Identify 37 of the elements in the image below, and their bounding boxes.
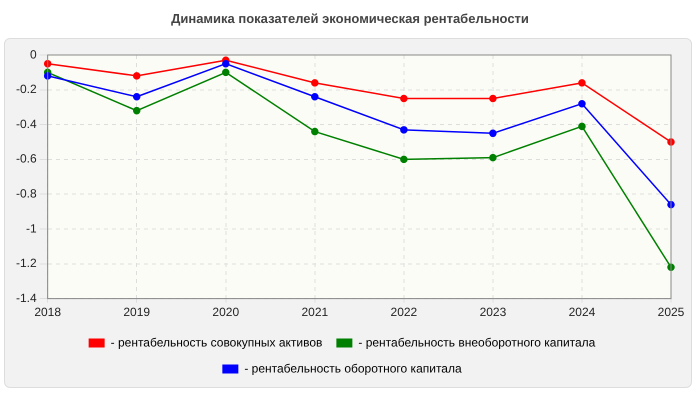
point [400, 126, 408, 134]
y-tick-label: -0.4 [16, 116, 37, 131]
point [132, 93, 140, 101]
point [222, 68, 230, 76]
point [489, 130, 497, 138]
point [578, 122, 586, 130]
point [578, 79, 586, 87]
x-tick-label: 2025 [658, 305, 685, 320]
point [489, 154, 497, 162]
x-tick-label: 2022 [390, 305, 418, 320]
legend-label: - рентабельность совокупных активов [110, 335, 322, 350]
point [489, 94, 497, 102]
point [222, 60, 230, 68]
point [400, 94, 408, 102]
y-tick-label: 0 [30, 47, 37, 62]
point [578, 100, 586, 108]
x-tick-label: 2020 [212, 305, 240, 320]
y-tick-label: -1.4 [16, 290, 37, 305]
y-tick-label: -0.2 [16, 82, 37, 96]
x-tick-label: 2021 [301, 305, 328, 320]
x-tick-label: 2023 [480, 305, 507, 320]
chart-title: Динамика показателей экономическая рентабельности [170, 11, 530, 26]
y-tick-label: -0.8 [16, 186, 37, 201]
x-tick-label: 2019 [123, 305, 150, 320]
point [132, 106, 140, 114]
x-tick-label: 2024 [568, 305, 596, 320]
legend-label: - рентабельность внеоборотного капитала [358, 335, 596, 350]
point [400, 156, 408, 164]
y-tick-label: -1 [26, 221, 37, 236]
point [311, 128, 319, 136]
x-tick-label: 2018 [34, 305, 62, 320]
y-tick-label: -0.6 [16, 152, 37, 166]
point [311, 93, 319, 101]
point [311, 79, 319, 87]
legend-label: - рентабельность оборотного капитала [244, 361, 462, 376]
point [132, 72, 140, 80]
y-tick-label: -1.2 [16, 256, 37, 270]
